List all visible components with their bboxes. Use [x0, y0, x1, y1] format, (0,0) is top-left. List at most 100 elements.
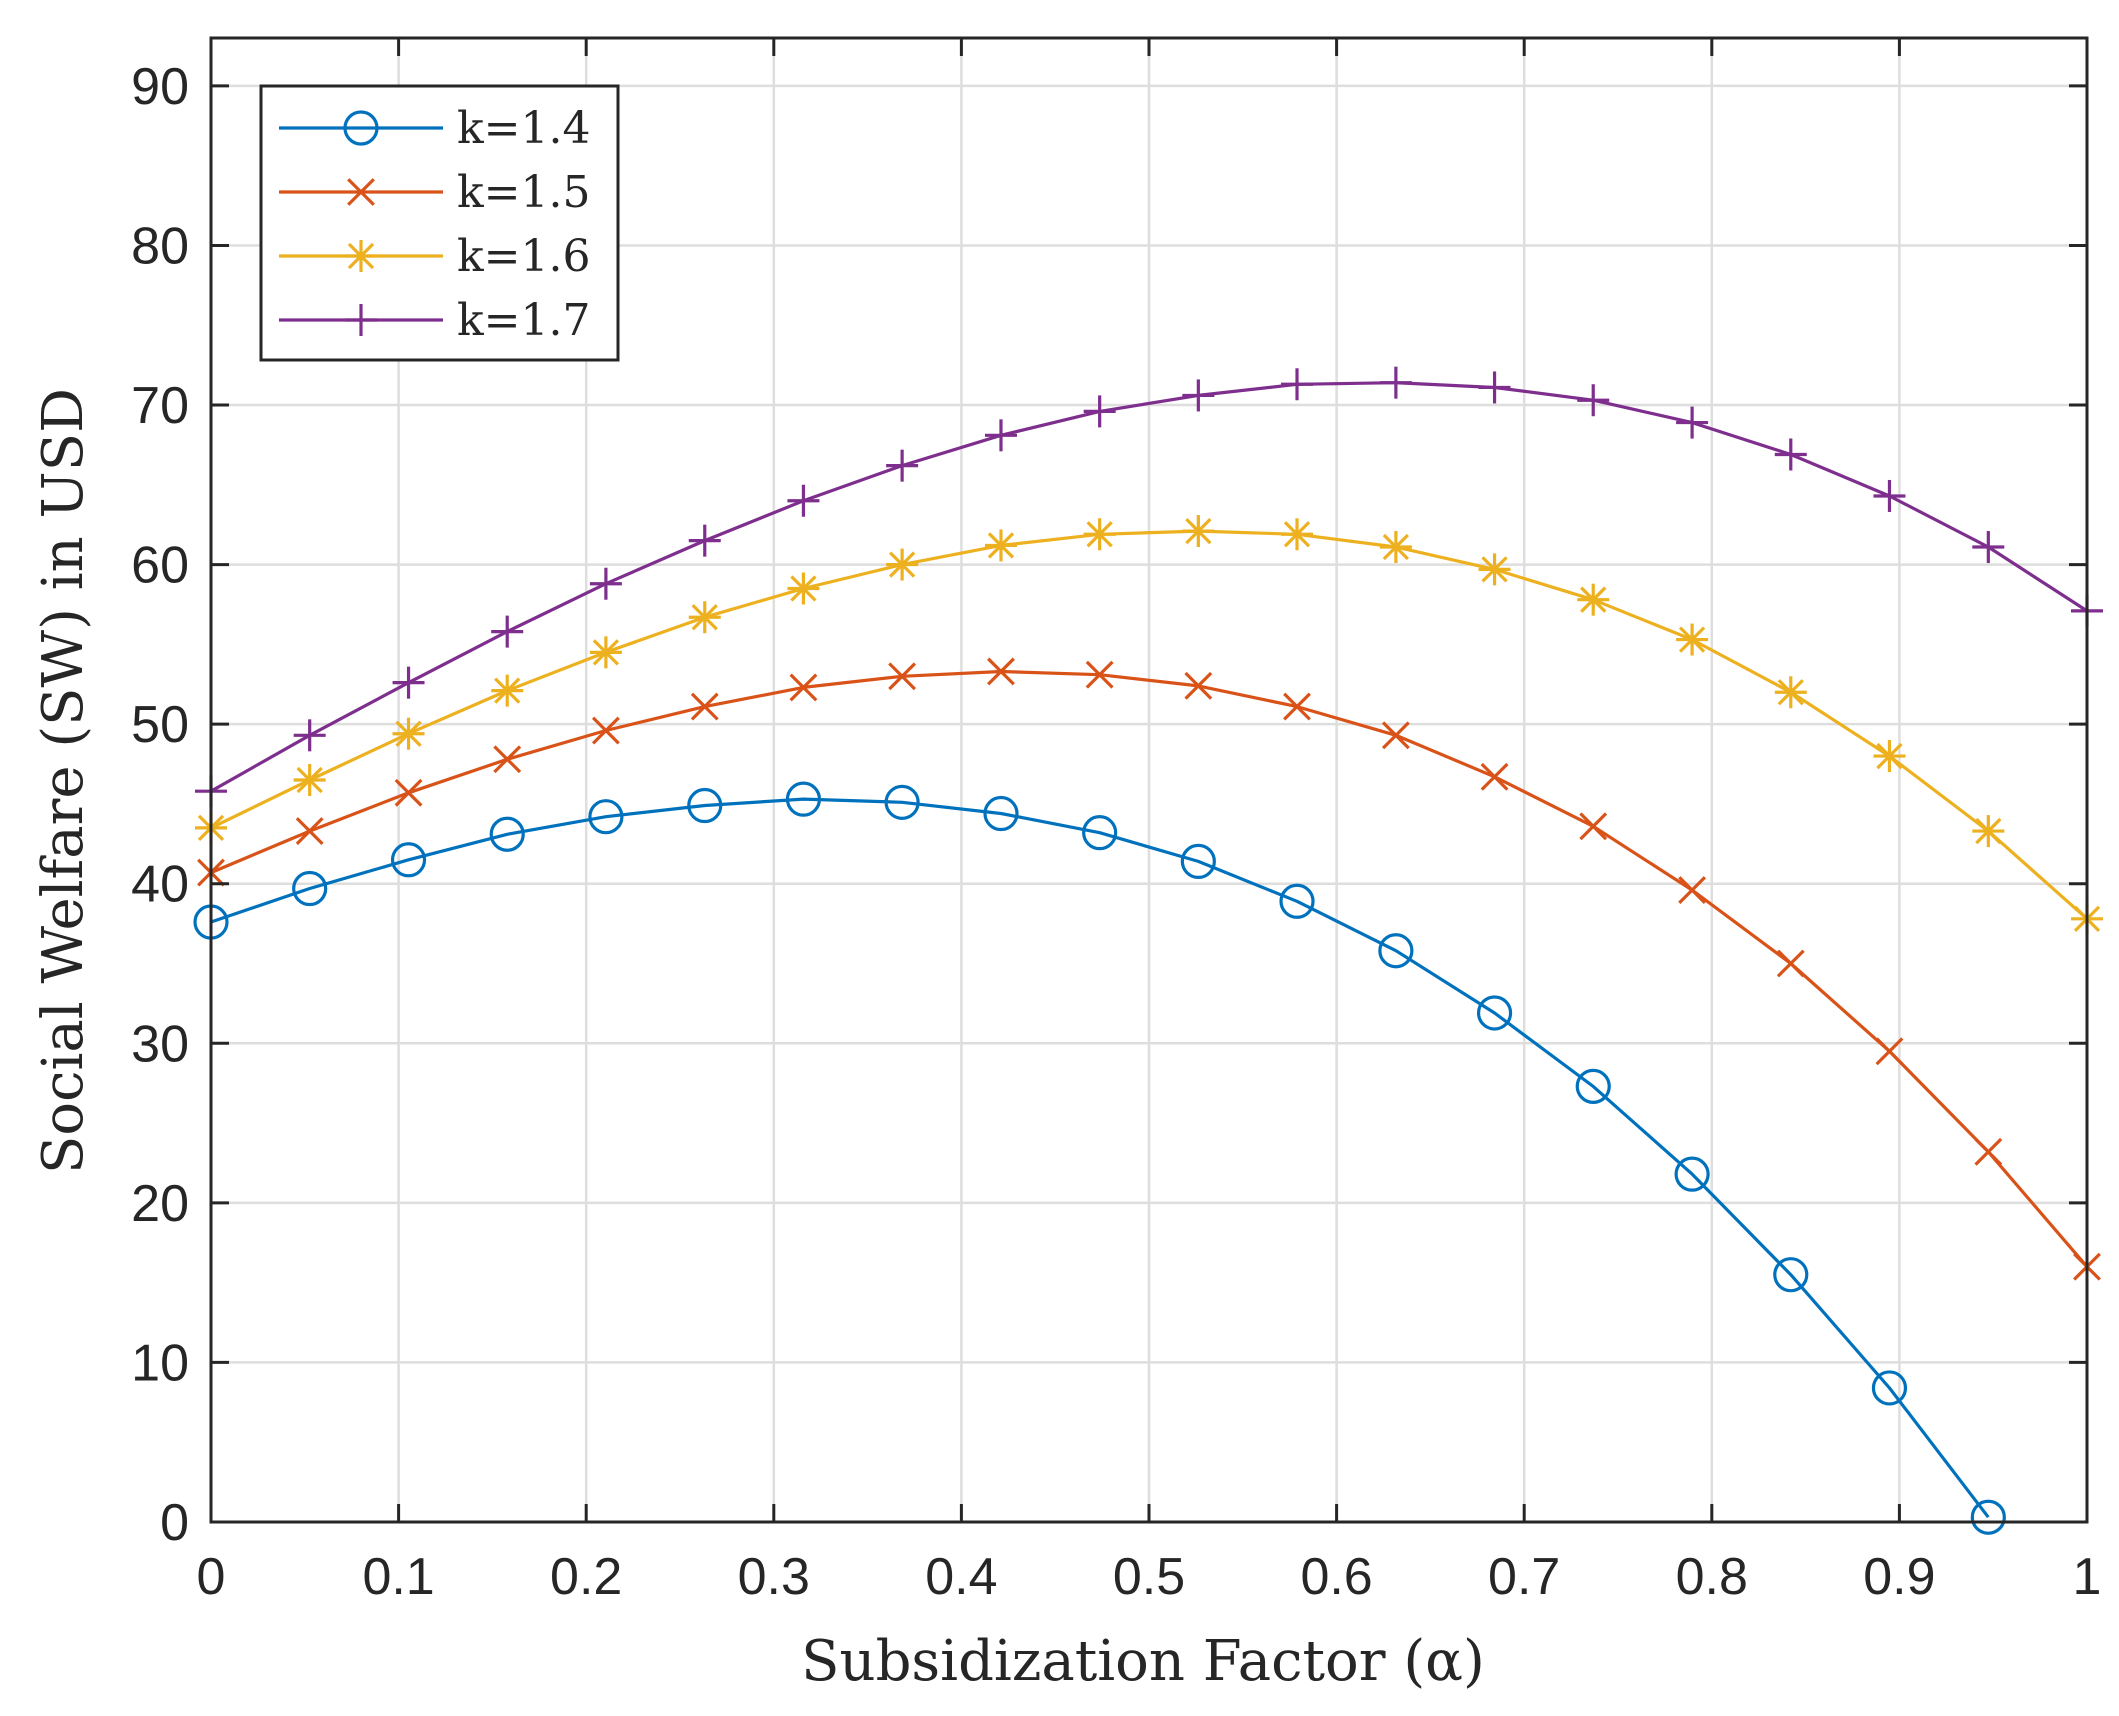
x-tick-label: 0.2	[550, 1548, 622, 1606]
data-point	[1873, 740, 1906, 773]
data-point	[293, 719, 326, 752]
marker-stroke	[1283, 692, 1311, 721]
data-point	[1974, 1137, 2003, 1166]
y-tick-label: 20	[131, 1175, 189, 1233]
data-point	[987, 657, 1015, 686]
data-point	[1972, 531, 2005, 564]
marker-stroke	[347, 242, 375, 270]
marker-stroke	[1086, 521, 1113, 548]
series-group	[193, 366, 2103, 1535]
x-axis-title: Subsidization Factor (α)	[801, 1629, 1485, 1694]
marker-stroke	[1580, 586, 1607, 613]
marker-stroke	[494, 677, 521, 704]
data-point	[1774, 676, 1807, 709]
series-k-1-6	[195, 515, 2103, 935]
data-point	[588, 799, 624, 835]
series-line-k-1-6	[210, 529, 2089, 920]
data-point	[1774, 438, 1807, 471]
data-point	[292, 870, 328, 907]
legend-label: k=1.5	[457, 167, 591, 218]
x-tick-label: 0	[197, 1548, 226, 1606]
marker-circle	[1871, 1370, 1908, 1406]
data-point	[886, 548, 919, 581]
data-point	[1283, 692, 1311, 721]
y-axis-title: Social Welfare (SW) in USD	[31, 388, 96, 1174]
data-point	[1678, 876, 1707, 905]
marker-stroke	[987, 532, 1015, 559]
marker-stroke	[1975, 817, 2002, 845]
marker-circle	[1378, 933, 1414, 969]
data-point	[984, 529, 1017, 562]
marker-stroke	[1579, 812, 1608, 841]
data-point	[394, 778, 423, 807]
data-point	[1676, 623, 1709, 656]
data-point	[884, 784, 920, 820]
marker-stroke	[1678, 876, 1707, 905]
marker-stroke	[394, 778, 423, 807]
marker-stroke	[1381, 721, 1410, 750]
data-point	[785, 781, 822, 817]
data-point	[1085, 660, 1114, 689]
marker-stroke	[1185, 517, 1212, 545]
data-point	[690, 692, 719, 721]
legend: k=1.4 k=1.5 k=1.6 k=1.7	[259, 84, 620, 362]
data-point	[1478, 553, 1511, 586]
data-point	[1776, 949, 1805, 978]
series-line-k-1-4	[210, 797, 1990, 1519]
legend-label: k=1.7	[457, 295, 591, 346]
data-point	[1871, 1370, 1908, 1406]
data-point	[1480, 762, 1509, 791]
y-tick-label: 0	[160, 1494, 189, 1552]
y-tick-label: 40	[131, 856, 189, 914]
marker-stroke	[1777, 679, 1804, 706]
data-point	[1579, 812, 1608, 841]
data-point	[787, 572, 820, 605]
legend-entry-k-1-5: k=1.5	[279, 167, 591, 218]
marker-stroke	[987, 657, 1015, 686]
data-point	[493, 745, 522, 774]
data-point	[1773, 1257, 1809, 1293]
marker-circle	[1773, 1257, 1809, 1293]
legend-box	[259, 84, 620, 362]
y-tick-label: 50	[131, 696, 189, 754]
data-point	[1674, 1156, 1710, 1192]
marker-stroke	[1974, 1137, 2003, 1166]
marker-circle	[1180, 843, 1216, 879]
marker-stroke	[296, 766, 323, 794]
data-point	[1575, 1068, 1611, 1104]
data-point	[392, 666, 425, 699]
y-tick-label: 60	[131, 537, 189, 595]
data-point	[1970, 1499, 2006, 1535]
x-tick-label: 0.9	[1863, 1548, 1935, 1606]
marker-stroke	[789, 673, 818, 702]
data-point	[789, 673, 818, 702]
marker-stroke	[690, 692, 719, 721]
marker-circle	[1970, 1499, 2006, 1535]
data-point	[1676, 406, 1709, 439]
marker-circle	[1476, 995, 1513, 1031]
data-point	[1180, 843, 1216, 879]
data-point	[1972, 815, 2005, 848]
marker-stroke	[888, 662, 917, 691]
y-tick-label: 70	[131, 377, 189, 435]
data-point	[687, 787, 723, 824]
data-point	[1577, 384, 1610, 417]
data-point	[1381, 721, 1410, 750]
data-point	[1476, 995, 1513, 1031]
data-point	[1279, 883, 1315, 919]
marker-stroke	[395, 720, 422, 747]
data-point	[688, 524, 721, 557]
marker-stroke	[591, 716, 620, 745]
marker-circle	[884, 784, 920, 820]
y-tick-label: 80	[131, 217, 189, 275]
data-point	[390, 842, 427, 878]
data-point	[589, 636, 622, 669]
marker-stroke	[1776, 949, 1805, 978]
data-point	[1379, 366, 1412, 399]
y-tick-label: 90	[131, 58, 189, 116]
marker-stroke	[592, 639, 620, 666]
series-k-1-5	[197, 657, 2101, 1281]
marker-stroke	[1481, 556, 1508, 583]
data-point	[1184, 671, 1213, 700]
